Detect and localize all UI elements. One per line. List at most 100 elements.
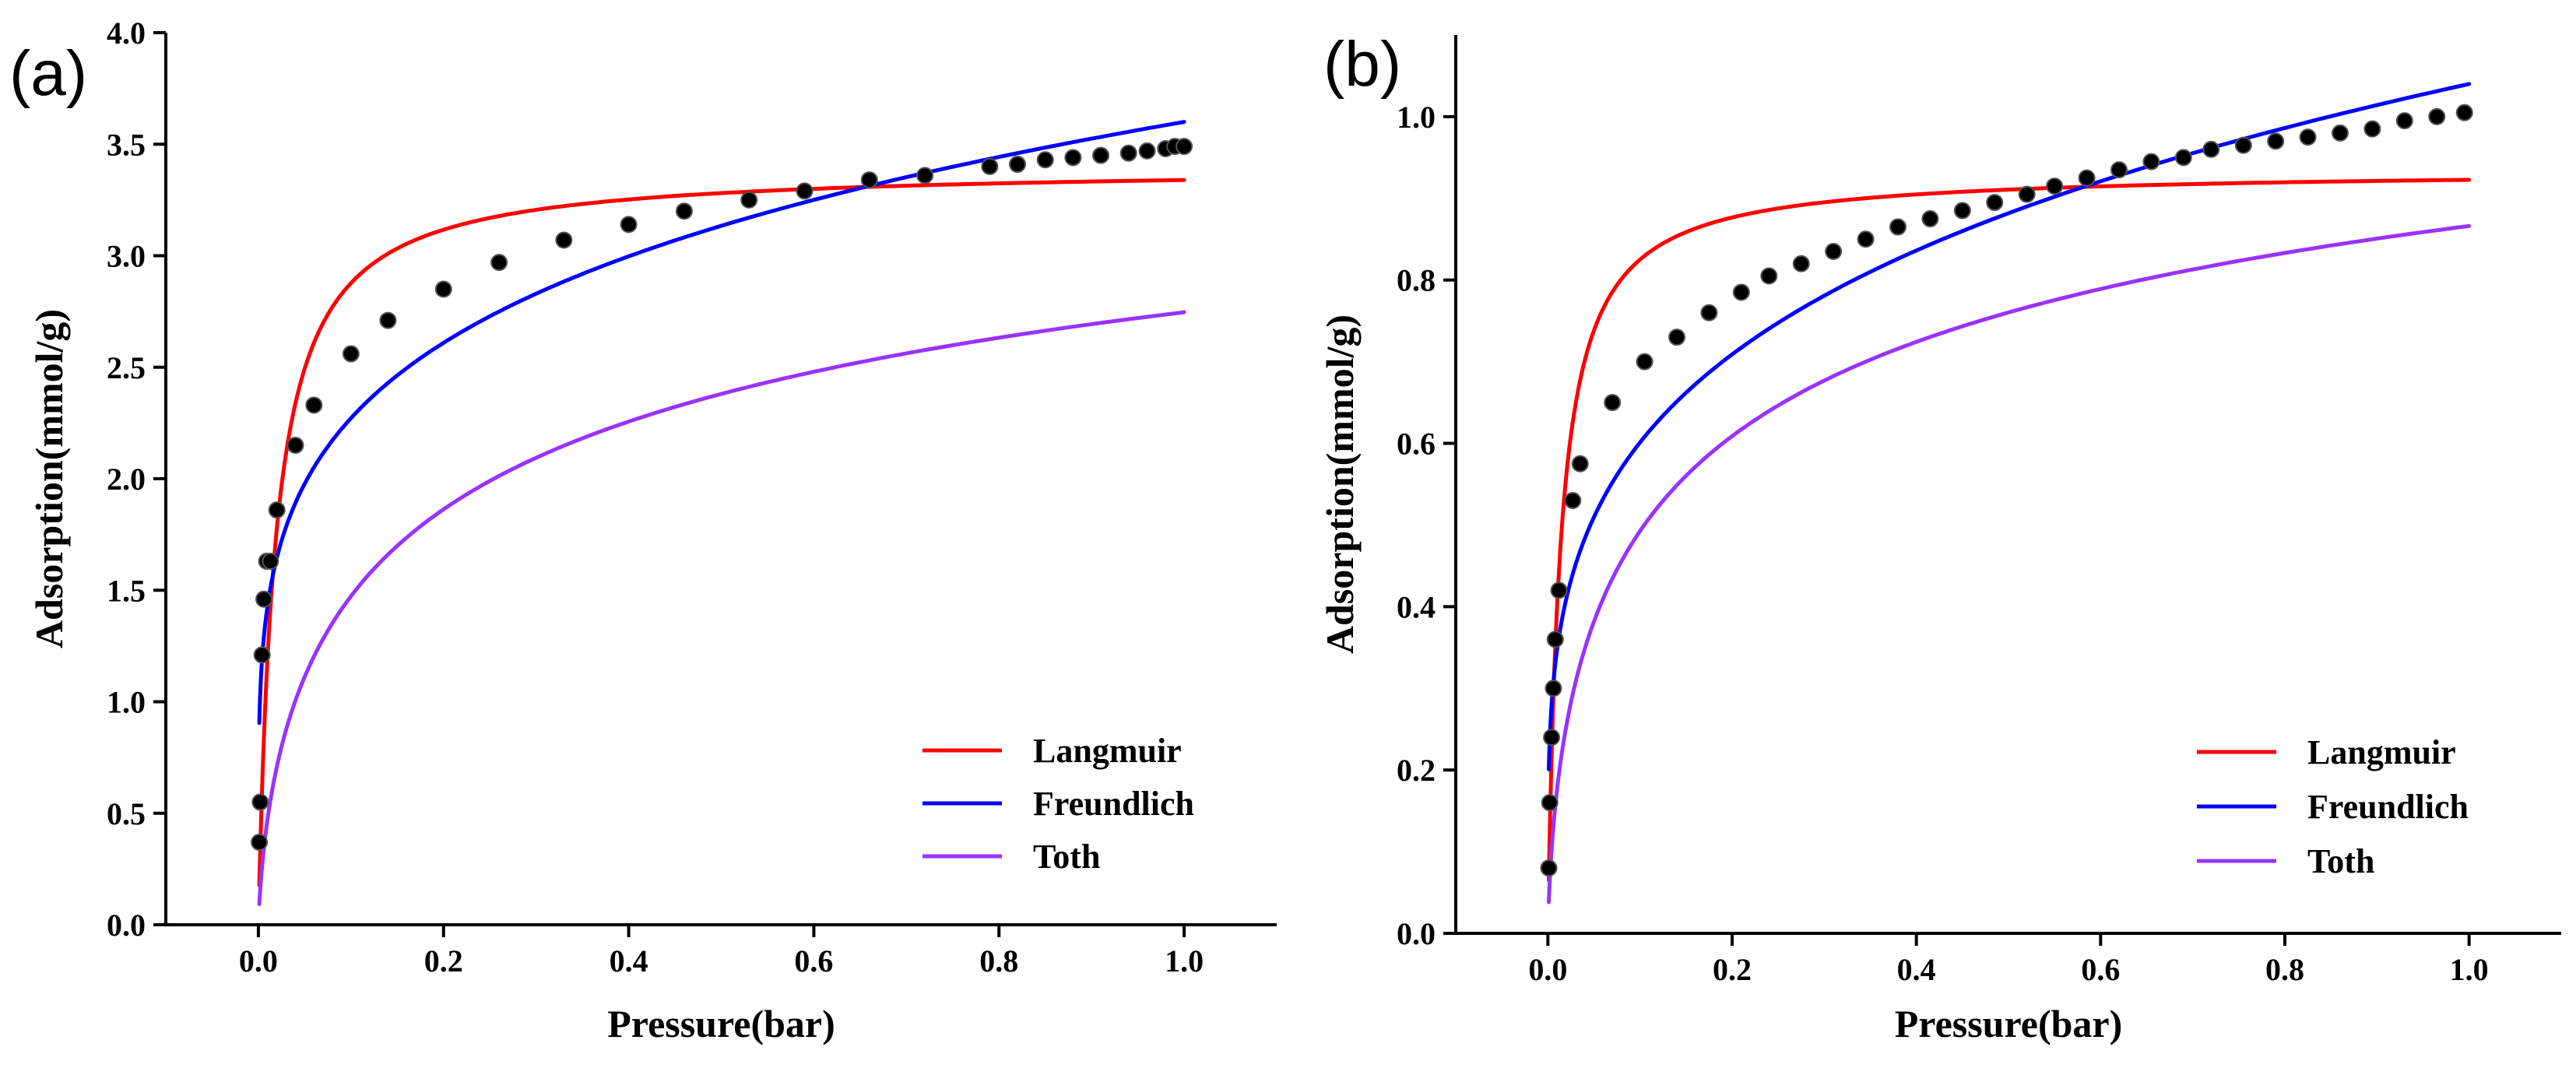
y-tick-label: 3.5 — [107, 127, 146, 162]
data-point — [1889, 218, 1907, 236]
data-point — [2174, 149, 2192, 167]
data-point — [1700, 304, 1718, 321]
legend-label-freundlich: Freundlich — [1033, 785, 1194, 823]
data-point — [2455, 104, 2473, 121]
data-point — [2142, 153, 2160, 170]
data-point — [1564, 491, 1582, 509]
y-tick-label: 2.5 — [107, 350, 146, 385]
data-point — [1986, 194, 2004, 212]
data-point — [916, 167, 934, 184]
x-tick-label: 1.0 — [1165, 943, 1204, 978]
x-tick-label: 0.4 — [1897, 952, 1936, 987]
data-point — [2428, 107, 2446, 125]
data-point — [251, 833, 269, 851]
y-tick-label: 0.8 — [1397, 263, 1436, 298]
x-tick-label: 0.0 — [1528, 952, 1567, 987]
y-tick-label: 2.0 — [107, 462, 146, 497]
y-axis-title: Adsorption(mmol/g) — [27, 309, 71, 648]
y-tick-label: 1.0 — [107, 685, 146, 720]
panel-label: (a) — [9, 38, 87, 109]
data-point — [286, 437, 304, 455]
legend-label-langmuir: Langmuir — [2307, 733, 2456, 771]
data-point — [1636, 353, 1653, 371]
data-point — [1571, 455, 1589, 473]
data-point — [434, 280, 452, 298]
data-point — [1604, 394, 1622, 412]
x-tick-label: 0.2 — [1713, 952, 1752, 987]
legend: Langmuir Freundlich Toth — [2197, 733, 2469, 880]
data-point — [1857, 230, 1875, 248]
data-point — [2234, 136, 2252, 154]
data-point — [981, 157, 999, 175]
data-point — [1036, 151, 1054, 169]
data-point — [1792, 255, 1810, 272]
data-point — [1732, 283, 1750, 301]
data-point — [1119, 144, 1137, 162]
data-point — [1545, 680, 1562, 697]
series-line-freundlich — [1547, 82, 2472, 771]
data-point — [620, 216, 638, 234]
data-point — [379, 311, 397, 329]
data-point — [1543, 729, 1561, 747]
y-tick-label: 0.0 — [107, 908, 146, 943]
data-point — [255, 590, 273, 608]
data-point — [490, 254, 508, 272]
x-axis-title: Pressure(bar) — [1895, 1002, 2123, 1045]
data-point — [796, 182, 814, 200]
data-point — [860, 171, 878, 189]
data-point — [1540, 859, 1558, 877]
x-tick-label: 1.0 — [2450, 952, 2489, 987]
data-point — [253, 646, 271, 664]
y-tick-label: 0.0 — [1397, 916, 1436, 951]
data-point — [1668, 328, 1685, 346]
panel-label: (b) — [1323, 29, 1401, 100]
data-point — [1546, 631, 1564, 648]
data-point — [305, 396, 323, 414]
x-tick-label: 0.4 — [610, 943, 648, 978]
y-tick-label: 4.0 — [107, 16, 146, 51]
data-point — [2202, 140, 2220, 158]
legend-label-langmuir: Langmuir — [1033, 732, 1182, 770]
legend-label-toth: Toth — [2307, 842, 2374, 880]
x-tick-label: 0.8 — [2265, 952, 2304, 987]
data-point — [2363, 120, 2381, 138]
data-point — [1921, 210, 1939, 228]
legend: Langmuir Freundlich Toth — [923, 732, 1194, 876]
data-point — [2332, 124, 2349, 142]
x-tick-label: 0.2 — [424, 943, 463, 978]
data-point — [1825, 243, 1843, 261]
x-axis-title: Pressure(bar) — [607, 1002, 835, 1045]
y-tick-label: 0.6 — [1397, 427, 1436, 462]
chart-panel-b: 0.0 0.2 0.4 0.6 0.8 1.0 0.0 0.2 0.4 0.6 0.8 1.0 Pres… — [1318, 29, 2561, 1045]
data-point — [1760, 267, 1778, 285]
y-tick-label: 0.4 — [1397, 589, 1436, 624]
x-tick-label: 0.0 — [239, 943, 278, 978]
data-point — [1009, 156, 1027, 174]
data-point — [2267, 132, 2285, 150]
x-tick-label: 0.6 — [794, 943, 833, 978]
data-point — [2078, 169, 2096, 187]
data-point — [1138, 142, 1156, 160]
legend-label-toth: Toth — [1033, 838, 1100, 876]
y-tick-label: 0.5 — [107, 796, 146, 831]
series-line-toth — [257, 310, 1186, 906]
data-point — [268, 501, 286, 519]
series-line-freundlich — [257, 120, 1186, 725]
data-point — [2110, 161, 2128, 179]
x-tick-label: 0.6 — [2081, 952, 2120, 987]
data-point — [1541, 794, 1559, 812]
data-point — [2018, 185, 2036, 203]
data-point — [1953, 202, 1971, 220]
data-point — [555, 231, 573, 249]
y-tick-label: 1.5 — [107, 573, 146, 608]
data-point — [2046, 177, 2064, 195]
data-point — [262, 553, 279, 571]
legend-label-freundlich: Freundlich — [2307, 788, 2469, 826]
data-point — [251, 793, 269, 811]
data-point — [1550, 581, 1568, 599]
chart-panel-a: 0.0 0.2 0.4 0.6 0.8 1.0 0.0 0.5 1.0 1.5 2.0 2.5 3.0 3… — [9, 16, 1277, 1045]
data-point — [1176, 138, 1193, 156]
y-tick-label: 3.0 — [107, 239, 146, 274]
data-point — [2395, 112, 2413, 130]
series-line-langmuir — [257, 177, 1186, 887]
